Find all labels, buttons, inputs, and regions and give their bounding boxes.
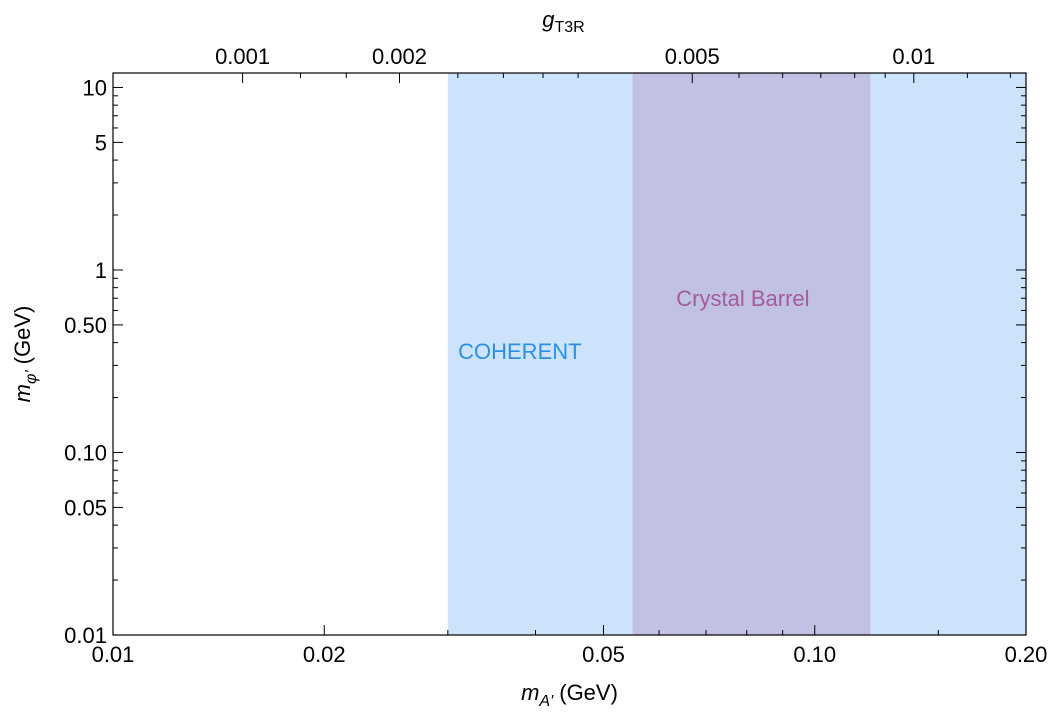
top-tick-label: 0.005 [665, 44, 720, 69]
y-tick-label: 0.50 [64, 313, 107, 338]
x-tick-label: 0.20 [1005, 642, 1048, 667]
region-label-crystal-barrel: Crystal Barrel [676, 286, 809, 311]
x-axis-title: mA' (GeV) [521, 680, 618, 710]
top-tick-label: 0.002 [372, 44, 427, 69]
y-tick-label: 0.05 [64, 495, 107, 520]
region-label-coherent: COHERENT [458, 339, 581, 364]
y-tick-label: 0.01 [64, 623, 107, 648]
x-tick-label: 0.05 [582, 642, 625, 667]
y-tick-label: 1 [95, 258, 107, 283]
x-tick-label: 0.01 [92, 642, 135, 667]
region-labels-layer: COHERENT Crystal Barrel [458, 286, 809, 364]
region-crystal-barrel [632, 73, 871, 635]
regions-layer [447, 73, 1026, 635]
plot-frame [112, 72, 1027, 636]
y-axis-title: mφ' (GeV) [10, 306, 40, 403]
top-tick-label: 0.001 [215, 44, 270, 69]
top-axis-title: gT3R [542, 7, 584, 36]
tick-labels-layer: 0.01 0.02 0.05 0.10 0.200.001 0.002 0.005 0.010… [64, 44, 1047, 667]
x-tick-label: 0.02 [303, 642, 346, 667]
ticks-layer [112, 73, 1027, 636]
x-tick-label: 0.10 [793, 642, 836, 667]
top-tick-label: 0.01 [892, 44, 935, 69]
y-tick-label: 0.10 [64, 440, 107, 465]
y-tick-label: 5 [95, 130, 107, 155]
y-tick-label: 10 [83, 75, 107, 100]
